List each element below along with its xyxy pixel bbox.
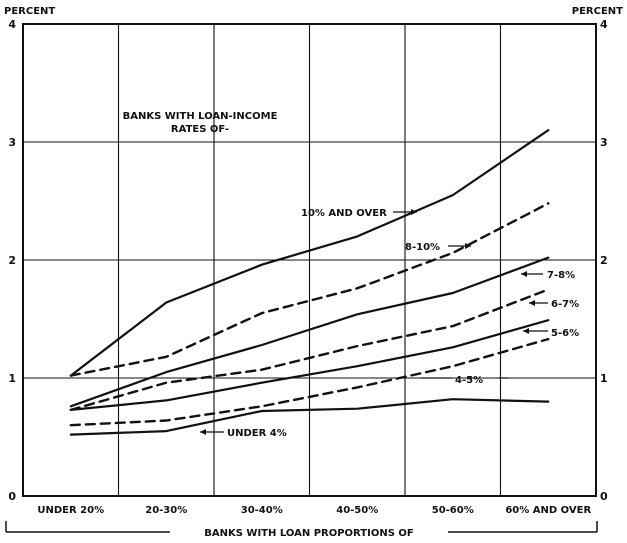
x-tick-label: 20-30%: [145, 505, 187, 516]
x-tick-label: 30-40%: [241, 505, 283, 516]
legend-title-line2: RATES OF-: [171, 124, 229, 135]
y-tick-label-right: 2: [600, 254, 608, 267]
annotation-arrow-head: [523, 328, 529, 334]
series-annotations: 10% AND OVER 8-10% 7-8% 6-7% 5-6% 4-5% U…: [200, 208, 579, 439]
annotation-7-8: 7-8%: [547, 270, 575, 281]
series-lines: [69, 129, 550, 436]
x-tick-labels: UNDER 20% 20-30% 30-40% 40-50% 50-60% 60% AND…: [37, 505, 591, 516]
y-unit-right: PERCENT: [572, 6, 623, 17]
annotation-6-7: 6-7%: [551, 299, 579, 310]
y-tick-label-right: 1: [600, 372, 608, 385]
y-tick-label-right: 4: [600, 18, 608, 31]
annotation-arrow-head: [529, 300, 535, 306]
series-line: [69, 202, 550, 377]
y-tick-label-left: 1: [8, 372, 16, 385]
y-tick-label-left: 2: [8, 254, 16, 267]
annotation-arrow-head: [521, 271, 527, 277]
y-tick-label-right: 0: [600, 490, 608, 503]
series-line: [69, 319, 550, 411]
series-line: [69, 288, 550, 412]
x-tick-label: 60% AND OVER: [505, 505, 591, 516]
series-line: [69, 398, 550, 436]
legend-title-line1: BANKS WITH LOAN-INCOME: [123, 111, 278, 122]
annotation-4-5: 4-5%: [455, 375, 483, 386]
series-line: [69, 129, 550, 377]
annotation-10-and-over: 10% AND OVER: [301, 208, 387, 219]
y-tick-label-left: 4: [8, 18, 16, 31]
annotation-arrow-head: [411, 209, 417, 215]
x-tick-label: UNDER 20%: [37, 505, 104, 516]
annotation-arrow-head: [200, 429, 206, 435]
series-line: [69, 256, 550, 408]
x-tick-label: 40-50%: [336, 505, 378, 516]
y-tick-label-left: 3: [8, 136, 16, 149]
x-tick-label: 50-60%: [432, 505, 474, 516]
y-tick-labels: 0 0 1 1 2 2 3 3 4 4: [8, 18, 608, 503]
x-axis-label: BANKS WITH LOAN PROPORTIONS OF: [204, 528, 413, 539]
annotation-8-10: 8-10%: [405, 242, 440, 253]
series-line: [69, 337, 550, 427]
x-axis-bracket: [5, 521, 598, 533]
annotation-arrow-head: [465, 243, 471, 249]
grid-lines: [23, 24, 596, 496]
y-tick-label-left: 0: [8, 490, 16, 503]
y-tick-label-right: 3: [600, 136, 608, 149]
y-unit-left: PERCENT: [4, 6, 55, 17]
annotation-under-4: UNDER 4%: [227, 428, 287, 439]
annotation-5-6: 5-6%: [551, 328, 579, 339]
